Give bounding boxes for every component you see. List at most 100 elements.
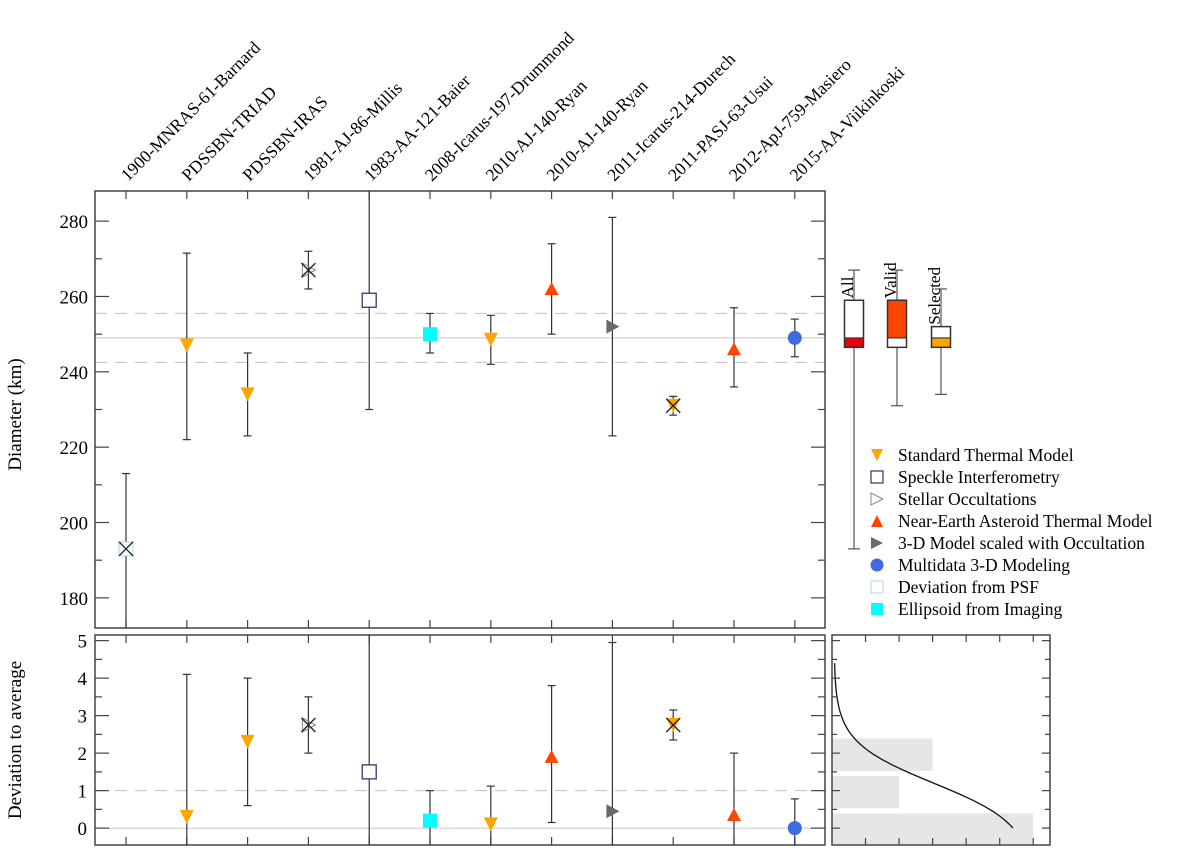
data-point-stm bbox=[240, 387, 255, 402]
data-point-speckle bbox=[361, 292, 377, 308]
reject-cross bbox=[665, 398, 681, 414]
reject-cross bbox=[300, 717, 316, 733]
y-tick-label: 2 bbox=[78, 744, 88, 765]
circle-marker bbox=[787, 821, 802, 836]
data-point-stm bbox=[483, 817, 498, 832]
legend-item: Near-Earth Asteroid Thermal Model bbox=[871, 511, 1153, 531]
box-upper bbox=[844, 300, 864, 338]
data-point-stm_rejected bbox=[665, 398, 681, 414]
y-tick-label: 200 bbox=[60, 514, 89, 535]
legend-square-light-icon bbox=[870, 580, 884, 594]
box-outline bbox=[843, 299, 865, 349]
y-tick-label: 260 bbox=[60, 287, 89, 308]
category-labels: 1900-MNRAS-61-BarnardPDSSBN-TRIADPDSSBN-… bbox=[117, 28, 909, 185]
triangle-right-marker bbox=[606, 319, 620, 334]
x-category-label: 2011-PASJ-63-Usui bbox=[664, 72, 777, 185]
histogram-frame bbox=[831, 634, 1051, 846]
legend-triangle-down-icon bbox=[871, 449, 883, 461]
y-axis-title: Diameter (km) bbox=[5, 358, 26, 470]
legend-label: Speckle Interferometry bbox=[898, 467, 1060, 487]
y-tick-label: 240 bbox=[60, 363, 89, 384]
legend-label: 3-D Model scaled with Occultation bbox=[898, 533, 1145, 553]
legend-label: Ellipsoid from Imaging bbox=[898, 599, 1063, 619]
legend-circle-icon bbox=[870, 558, 884, 572]
legend-label: Standard Thermal Model bbox=[898, 445, 1074, 465]
data-point-neatm bbox=[727, 808, 741, 821]
box-upper bbox=[931, 326, 951, 338]
data-point-model3d_occ bbox=[606, 804, 620, 819]
data-point-model3d_occ bbox=[606, 319, 620, 334]
x-category-label: 2015-AA-Viikinkoski bbox=[785, 62, 908, 185]
data-point-multidata bbox=[787, 330, 802, 345]
data-point-stm bbox=[179, 338, 194, 353]
boxplot-all: All bbox=[838, 269, 865, 550]
y-tick-label: 4 bbox=[78, 669, 88, 690]
data-point-stm bbox=[240, 734, 255, 749]
data-point-psf bbox=[118, 541, 134, 557]
reject-cross bbox=[118, 541, 134, 557]
box-outline bbox=[886, 299, 908, 349]
data-point-occultation bbox=[300, 717, 317, 733]
data-point-speckle bbox=[361, 764, 377, 780]
legend-triangle-up-icon bbox=[871, 515, 883, 527]
legend-label: Near-Earth Asteroid Thermal Model bbox=[898, 511, 1153, 531]
data-point-neatm bbox=[544, 749, 559, 763]
legend-square-filled-icon bbox=[871, 603, 883, 615]
data-point-ellipsoid bbox=[423, 813, 437, 828]
box-upper bbox=[887, 300, 907, 338]
triangle-up-marker bbox=[727, 808, 741, 821]
histogram-bar bbox=[832, 738, 933, 771]
y-tick-label: 1 bbox=[78, 782, 88, 803]
diameter-panel: 180 200 220 240 260 280 Diameter (km) bbox=[5, 190, 826, 629]
legend-triangle-right-open-icon bbox=[870, 492, 885, 506]
boxplot-label: Valid bbox=[881, 262, 900, 298]
reject-cross bbox=[665, 717, 681, 733]
triangle-down-marker bbox=[179, 809, 194, 824]
data-point-ellipsoid bbox=[423, 327, 437, 342]
legend-label: Deviation from PSF bbox=[898, 577, 1039, 597]
triangle-down-marker bbox=[179, 338, 194, 353]
triangle-down-marker bbox=[483, 332, 498, 347]
legend-label: Stellar Occultations bbox=[898, 489, 1037, 509]
legend-square-open-icon bbox=[870, 470, 884, 484]
histogram-panel bbox=[831, 634, 1051, 846]
box-outline bbox=[930, 325, 952, 349]
y-tick-label: 180 bbox=[60, 589, 89, 610]
boxplot-valid: Valid bbox=[881, 262, 908, 407]
x-category-label: 1983-AA-121-Baier bbox=[360, 70, 475, 185]
error-bar bbox=[730, 752, 738, 845]
triangle-up-marker bbox=[544, 749, 559, 763]
triangle-down-marker bbox=[483, 817, 498, 832]
y-tick-label: 0 bbox=[78, 819, 88, 840]
histogram-curve bbox=[833, 663, 1014, 829]
y-tick-label: 5 bbox=[78, 632, 88, 653]
error-bar bbox=[486, 785, 495, 845]
data-point-occultation bbox=[300, 262, 317, 278]
triangle-up-marker bbox=[727, 342, 741, 356]
triangle-right-open-marker bbox=[301, 717, 317, 733]
legend-triangle-right-icon bbox=[871, 537, 883, 549]
boxplot-panel: All Valid Selected bbox=[838, 262, 952, 550]
legend-label: Multidata 3-D Modeling bbox=[898, 555, 1070, 575]
data-point-stm bbox=[179, 809, 194, 824]
box-lower bbox=[887, 337, 907, 348]
legend-item: Stellar Occultations bbox=[870, 489, 1037, 509]
deviation-panel: 0 1 2 3 4 5 Deviation to average bbox=[5, 632, 826, 846]
x-category-label: 2010-AJ-140-Ryan bbox=[542, 75, 651, 184]
square-open-marker bbox=[361, 292, 377, 308]
triangle-right-marker bbox=[606, 804, 620, 819]
triangle-down-marker bbox=[240, 387, 255, 402]
histogram-bar bbox=[832, 775, 900, 809]
legend-item: Speckle Interferometry bbox=[870, 467, 1060, 487]
y-axis-title: Deviation to average bbox=[5, 661, 26, 819]
triangle-down-marker bbox=[240, 734, 255, 749]
box-lower bbox=[844, 337, 864, 348]
reject-cross bbox=[300, 262, 316, 278]
y-tick-label: 220 bbox=[60, 438, 89, 459]
deviation-plot-frame bbox=[94, 634, 826, 846]
data-point-neatm bbox=[727, 342, 741, 356]
y-tick-label: 3 bbox=[78, 707, 88, 728]
diameter-plot-frame bbox=[94, 190, 826, 629]
y-tick-label: 280 bbox=[60, 212, 89, 233]
